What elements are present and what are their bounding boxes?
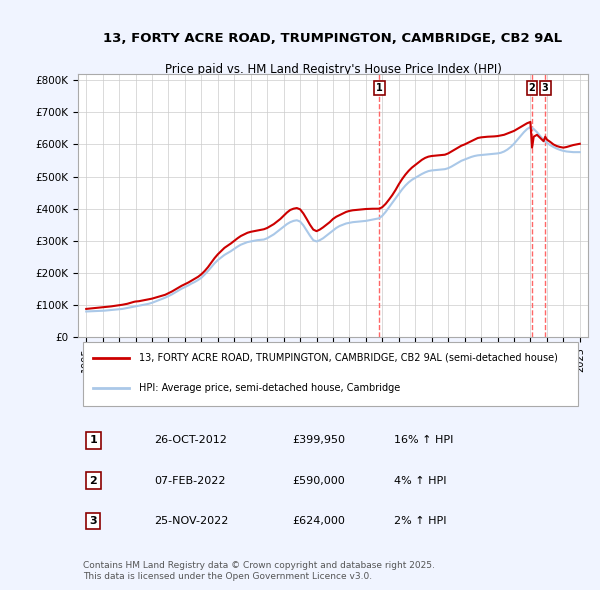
FancyBboxPatch shape: [83, 342, 578, 407]
Text: 25-NOV-2022: 25-NOV-2022: [155, 516, 229, 526]
Text: 3: 3: [89, 516, 97, 526]
Text: HPI: Average price, semi-detached house, Cambridge: HPI: Average price, semi-detached house,…: [139, 383, 400, 393]
Text: 2% ↑ HPI: 2% ↑ HPI: [394, 516, 446, 526]
Text: 16% ↑ HPI: 16% ↑ HPI: [394, 435, 454, 445]
Text: 2: 2: [89, 476, 97, 486]
Text: 1: 1: [376, 83, 383, 93]
Text: 3: 3: [542, 83, 548, 93]
Text: 13, FORTY ACRE ROAD, TRUMPINGTON, CAMBRIDGE, CB2 9AL: 13, FORTY ACRE ROAD, TRUMPINGTON, CAMBRI…: [103, 32, 563, 45]
Text: £590,000: £590,000: [292, 476, 345, 486]
Text: £399,950: £399,950: [292, 435, 345, 445]
Text: 4% ↑ HPI: 4% ↑ HPI: [394, 476, 446, 486]
Text: Price paid vs. HM Land Registry's House Price Index (HPI): Price paid vs. HM Land Registry's House …: [164, 63, 502, 76]
Text: 1: 1: [89, 435, 97, 445]
Text: £624,000: £624,000: [292, 516, 345, 526]
Text: 2: 2: [529, 83, 535, 93]
Text: 07-FEB-2022: 07-FEB-2022: [155, 476, 226, 486]
Text: 13, FORTY ACRE ROAD, TRUMPINGTON, CAMBRIDGE, CB2 9AL (semi-detached house): 13, FORTY ACRE ROAD, TRUMPINGTON, CAMBRI…: [139, 353, 558, 363]
Text: Contains HM Land Registry data © Crown copyright and database right 2025.
This d: Contains HM Land Registry data © Crown c…: [83, 562, 435, 581]
Text: 26-OCT-2012: 26-OCT-2012: [155, 435, 227, 445]
